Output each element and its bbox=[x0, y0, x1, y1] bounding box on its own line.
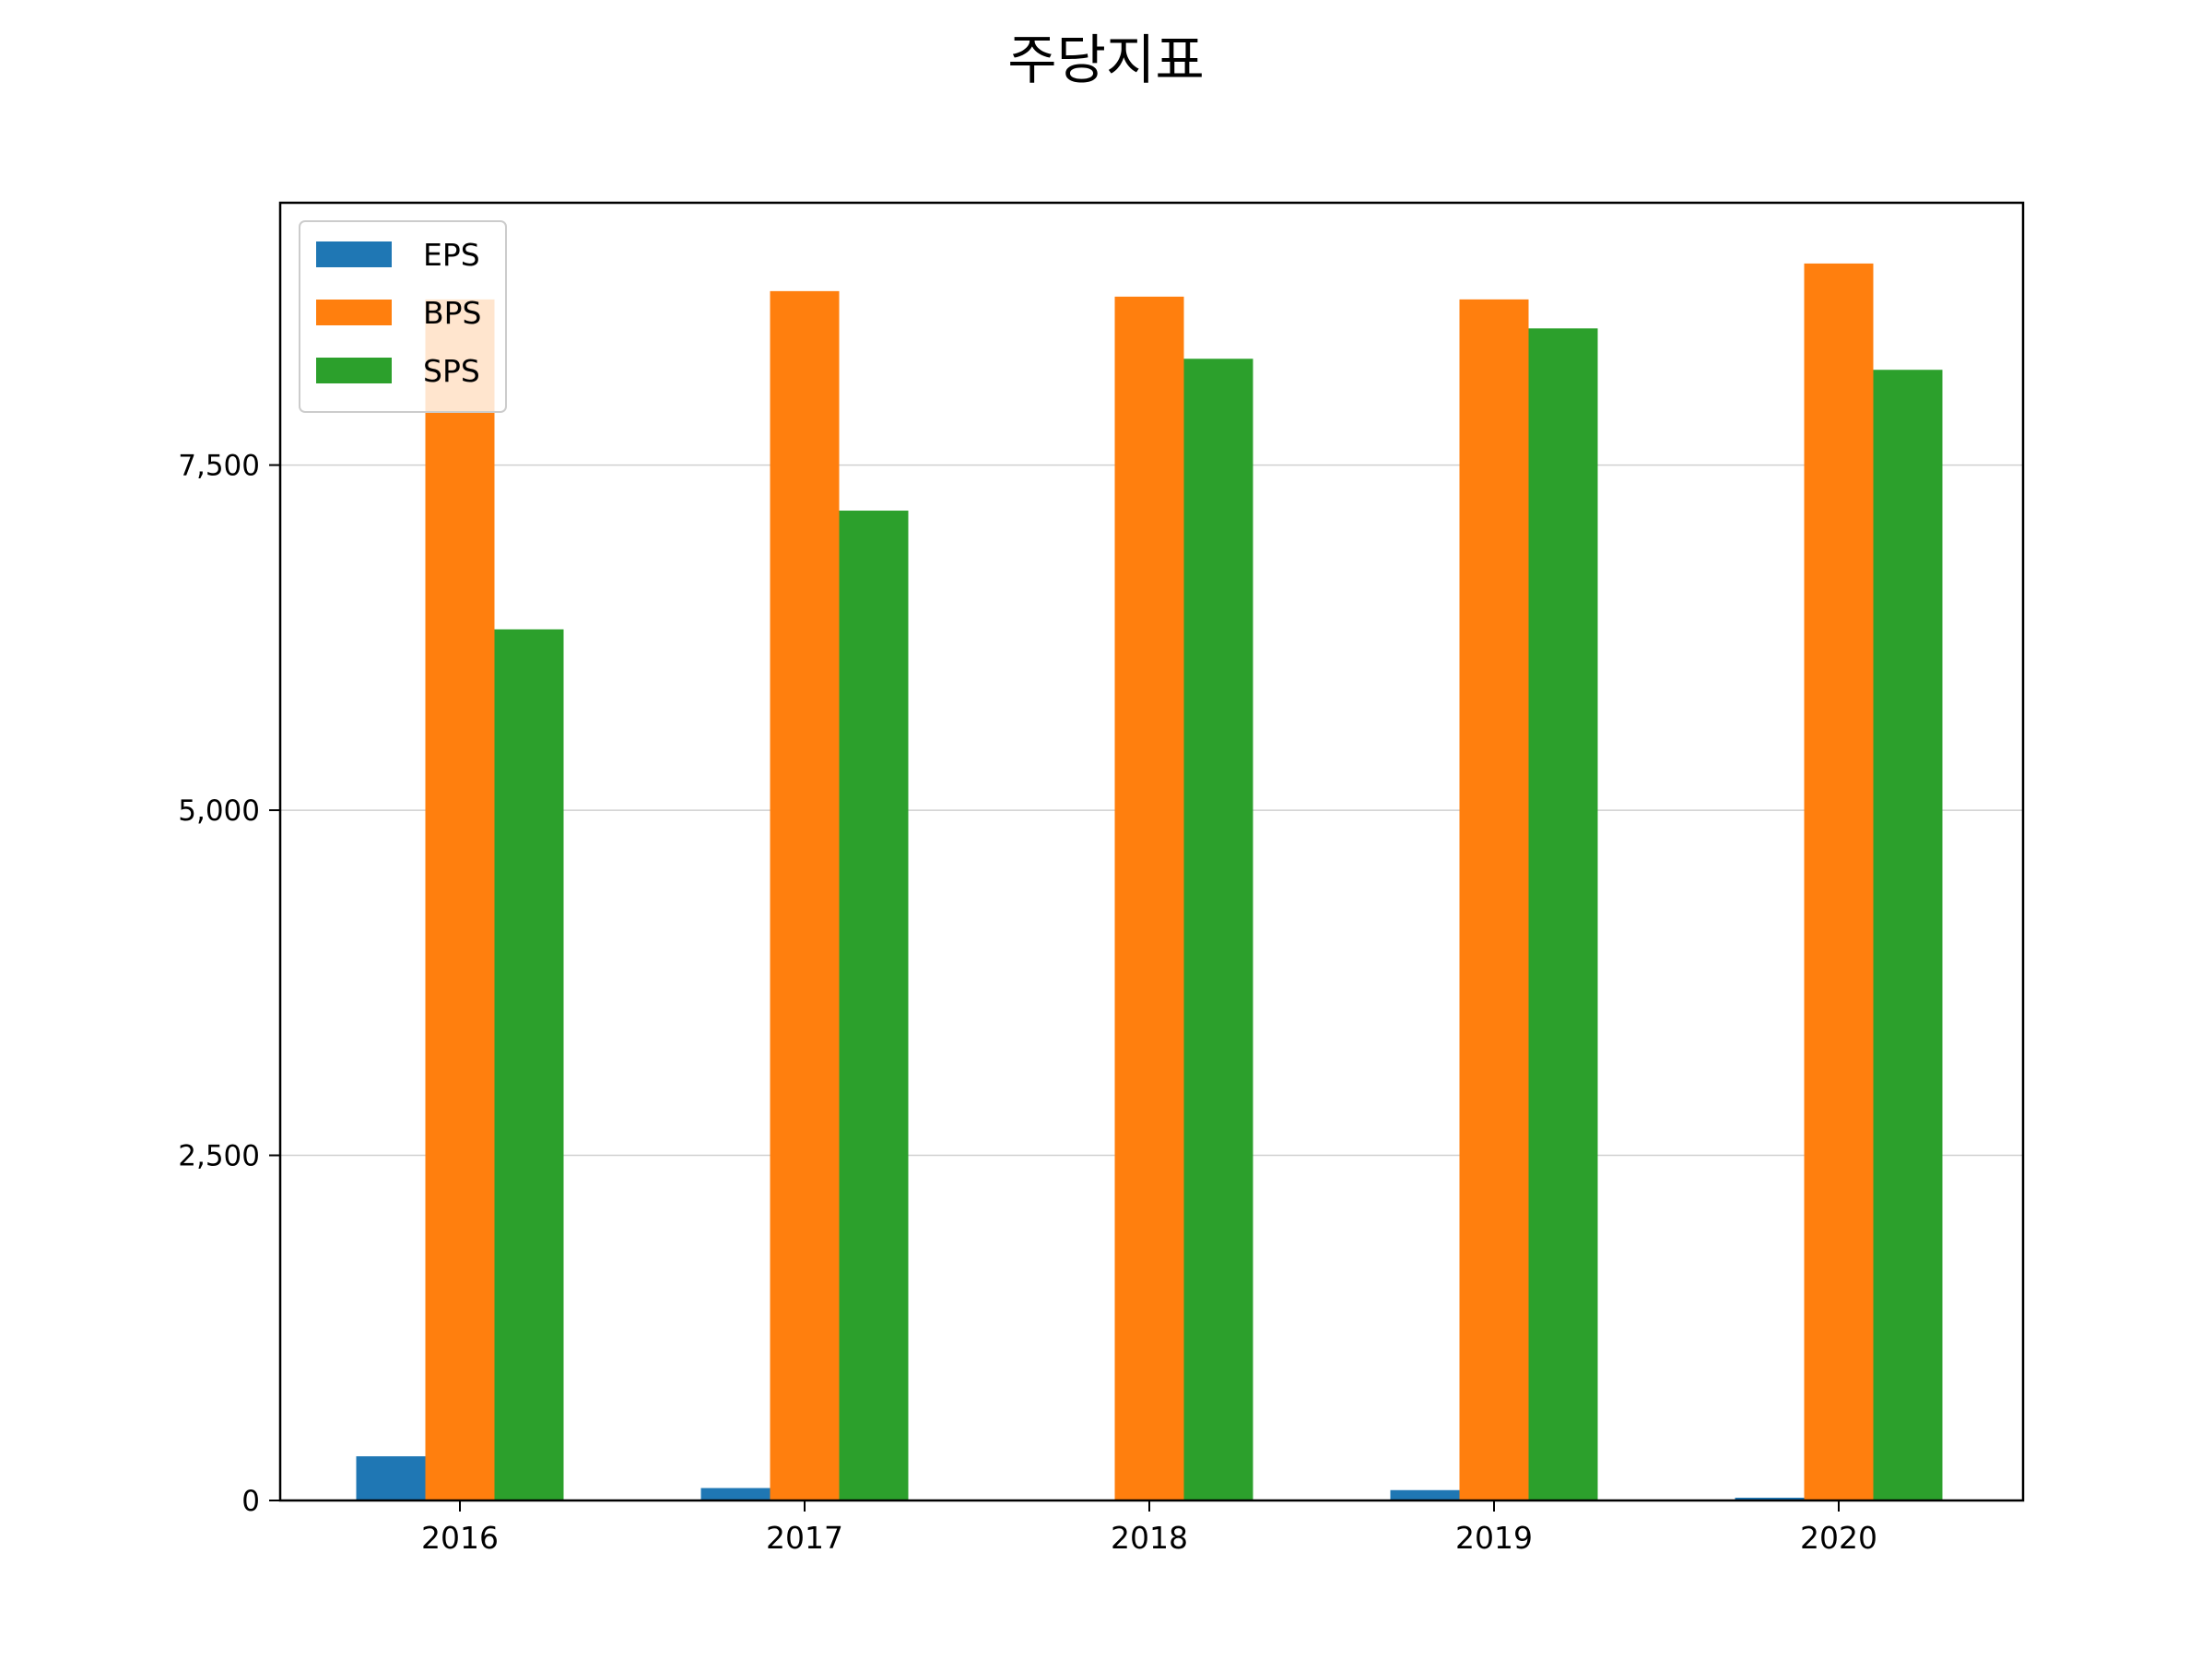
legend: EPS BPS SPS bbox=[299, 220, 507, 413]
bar-sps-2017 bbox=[839, 511, 909, 1500]
plot-frame bbox=[278, 201, 2025, 1502]
bar-sps-2018 bbox=[1183, 359, 1253, 1501]
axes: 0 2,500 5,000 7,500 2016 2017 2018 2019 2020 bbox=[178, 201, 2025, 1556]
bar-bps-2017 bbox=[770, 290, 840, 1501]
bar-sps-2016 bbox=[494, 629, 564, 1500]
bar-eps-2019 bbox=[1390, 1489, 1460, 1500]
bar-eps-2017 bbox=[700, 1488, 771, 1500]
y-tick-label: 0 bbox=[241, 1485, 260, 1518]
x-tick-label: 2018 bbox=[1111, 1520, 1188, 1556]
bar-bps-2020 bbox=[1804, 263, 1874, 1500]
bars bbox=[356, 263, 1943, 1501]
bar-bps-2018 bbox=[1114, 296, 1184, 1500]
bar-eps-2016 bbox=[356, 1456, 426, 1500]
y-tick-label: 5,000 bbox=[178, 794, 260, 828]
legend-swatch-bps bbox=[316, 300, 392, 325]
bar-bps-2019 bbox=[1459, 299, 1529, 1500]
y-tick-label: 7,500 bbox=[178, 450, 260, 483]
x-tick-label: 2017 bbox=[766, 1520, 843, 1556]
legend-swatch-eps bbox=[316, 241, 392, 267]
bar-sps-2020 bbox=[1873, 370, 1943, 1500]
bar-sps-2019 bbox=[1528, 328, 1598, 1500]
x-tick-label: 2016 bbox=[421, 1520, 499, 1556]
legend-label-bps: BPS bbox=[423, 295, 482, 331]
x-tick-label: 2019 bbox=[1455, 1520, 1533, 1556]
legend-swatch-sps bbox=[316, 358, 392, 383]
bar-bps-2016 bbox=[425, 299, 495, 1500]
bar-eps-2020 bbox=[1735, 1498, 1805, 1500]
chart-title: 주당지표 bbox=[1007, 29, 1205, 91]
legend-label-sps: SPS bbox=[423, 353, 480, 389]
y-tick-label: 2,500 bbox=[178, 1140, 260, 1173]
legend-label-eps: EPS bbox=[423, 237, 480, 273]
x-tick-label: 2020 bbox=[1800, 1520, 1877, 1556]
